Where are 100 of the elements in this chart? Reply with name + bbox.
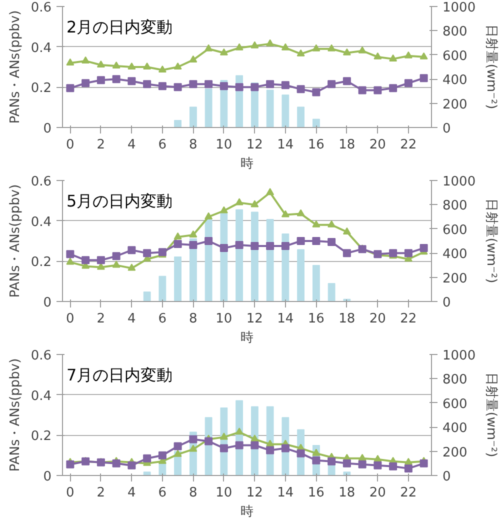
point bbox=[189, 444, 198, 452]
point bbox=[374, 461, 382, 470]
y-tick-label: 0.2 bbox=[30, 81, 52, 96]
point bbox=[128, 264, 136, 271]
y2-tick-label: 800 bbox=[442, 24, 468, 40]
point bbox=[420, 459, 428, 468]
bar bbox=[297, 249, 305, 302]
point bbox=[250, 242, 259, 250]
point bbox=[174, 240, 182, 248]
point bbox=[66, 460, 74, 468]
point bbox=[312, 220, 320, 228]
point bbox=[250, 441, 259, 450]
x-tick-label: 2 bbox=[96, 486, 106, 500]
point bbox=[250, 434, 259, 442]
point bbox=[204, 437, 213, 446]
point bbox=[143, 454, 152, 462]
x-tick-label: 8 bbox=[189, 138, 198, 152]
x-tick-label: 8 bbox=[189, 486, 198, 500]
bar bbox=[143, 292, 151, 302]
x-axis-title: 時 bbox=[240, 330, 254, 346]
point bbox=[312, 237, 320, 245]
bar bbox=[312, 118, 320, 128]
y2-tick-label: 400 bbox=[442, 247, 468, 262]
x-tick-label: 0 bbox=[66, 138, 74, 152]
y2-axis-title: 日射量(wm⁻²) bbox=[484, 24, 499, 110]
bar bbox=[174, 256, 182, 302]
x-tick-label: 18 bbox=[338, 312, 356, 326]
point bbox=[235, 428, 244, 435]
x-tick-label: 10 bbox=[216, 486, 232, 500]
y-tick-label: 0.6 bbox=[30, 174, 52, 190]
x-tick-label: 22 bbox=[400, 138, 417, 152]
x-axis-title: 時 bbox=[240, 156, 254, 172]
point bbox=[220, 444, 228, 452]
x-tick-label: 6 bbox=[158, 312, 167, 326]
point bbox=[235, 198, 244, 206]
point bbox=[281, 210, 290, 218]
bar bbox=[328, 283, 336, 302]
y2-tick-label: 200 bbox=[442, 445, 468, 460]
x-tick-label: 4 bbox=[128, 312, 136, 326]
y2-tick-label: 600 bbox=[442, 48, 468, 64]
y2-axis-title: 日射量(wm⁻²) bbox=[484, 372, 499, 458]
x-tick-label: 10 bbox=[216, 138, 232, 152]
bar bbox=[250, 212, 258, 302]
point bbox=[312, 448, 320, 456]
y-tick-label: 0.2 bbox=[30, 429, 52, 444]
x-tick-label: 22 bbox=[400, 486, 417, 500]
x-tick-label: 0 bbox=[66, 486, 74, 500]
x-tick-label: 12 bbox=[246, 486, 263, 500]
y-tick-label: 0 bbox=[43, 470, 52, 484]
bar bbox=[174, 120, 182, 128]
point bbox=[342, 249, 351, 258]
x-tick-label: 18 bbox=[338, 138, 356, 152]
point bbox=[342, 227, 351, 234]
point bbox=[266, 446, 274, 454]
point bbox=[296, 209, 305, 216]
point bbox=[128, 461, 136, 470]
x-tick-label: 12 bbox=[246, 138, 263, 152]
point bbox=[128, 246, 136, 254]
y2-tick-label: 0 bbox=[442, 470, 451, 484]
point bbox=[389, 249, 398, 258]
point bbox=[266, 440, 274, 447]
point bbox=[328, 457, 336, 466]
bar bbox=[158, 276, 166, 302]
x-tick-label: 0 bbox=[66, 312, 74, 326]
point bbox=[158, 451, 166, 460]
y2-tick-label: 200 bbox=[442, 97, 468, 112]
point bbox=[235, 241, 244, 250]
bar bbox=[266, 90, 274, 128]
y-axis-title: PANs・ANs(ppbv) bbox=[8, 358, 23, 472]
x-tick-label: 2 bbox=[96, 312, 106, 326]
bar bbox=[312, 264, 320, 302]
x-tick-label: 4 bbox=[128, 138, 136, 152]
y-tick-label: 0.2 bbox=[30, 255, 52, 270]
x-tick-label: 10 bbox=[216, 312, 232, 326]
y2-tick-label: 0 bbox=[442, 296, 451, 310]
point bbox=[404, 464, 412, 472]
y-tick-label: 0 bbox=[43, 296, 52, 310]
x-tick-label: 4 bbox=[128, 486, 136, 500]
y-axis-title: PANs・ANs(ppbv) bbox=[8, 184, 23, 298]
text: 2月の日内変動 bbox=[66, 18, 173, 36]
y2-axis-title: 日射量(wm⁻²) bbox=[484, 198, 499, 284]
y2-tick-label: 800 bbox=[442, 372, 468, 388]
point bbox=[204, 212, 213, 220]
point bbox=[266, 242, 274, 250]
bar bbox=[220, 212, 228, 302]
point bbox=[204, 237, 213, 245]
point bbox=[358, 460, 366, 468]
point bbox=[328, 220, 336, 228]
x-tick-label: 14 bbox=[277, 138, 294, 152]
x-tick-label: 16 bbox=[308, 138, 324, 152]
point bbox=[389, 462, 398, 470]
y-tick-label: 0.4 bbox=[30, 388, 52, 404]
y-tick-label: 0.4 bbox=[30, 214, 52, 230]
point bbox=[66, 258, 74, 265]
x-tick-label: 20 bbox=[369, 486, 386, 500]
y2-tick-label: 800 bbox=[442, 198, 468, 214]
y2-tick-label: 0 bbox=[442, 122, 451, 136]
point bbox=[112, 252, 120, 260]
point bbox=[404, 458, 412, 465]
point bbox=[112, 260, 120, 268]
